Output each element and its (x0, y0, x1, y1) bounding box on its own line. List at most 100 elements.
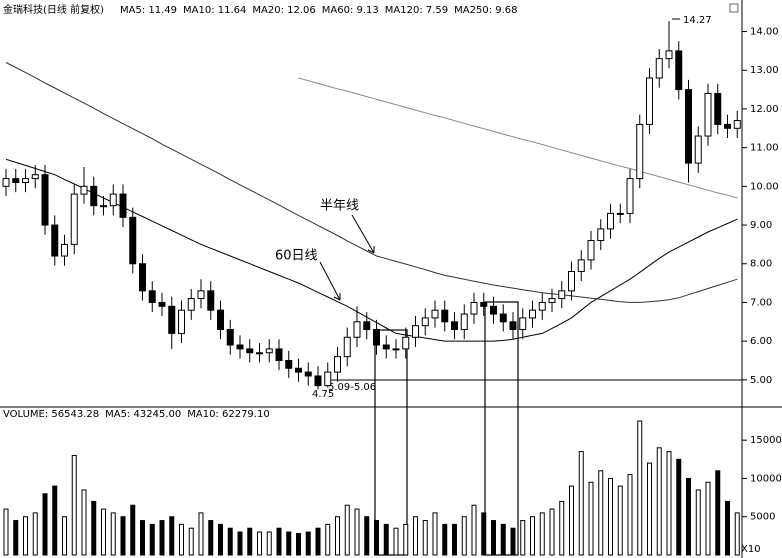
candle-body (626, 178, 634, 214)
volume-bar (335, 516, 340, 556)
candle-body (363, 321, 371, 331)
volume-bar (588, 481, 594, 556)
candle-body (480, 301, 488, 307)
candle-body (2, 178, 10, 187)
volume-bar (257, 531, 262, 556)
volume-bar (198, 512, 204, 556)
volume-bar (42, 493, 48, 556)
candle-body (509, 321, 517, 331)
candle-body (519, 317, 527, 331)
ma-line (298, 77, 738, 199)
y-tick-label: 8.00 (750, 259, 772, 270)
volume-bar (491, 520, 496, 556)
candle-body (139, 263, 146, 292)
volume-bar (130, 504, 136, 556)
volume-bar (461, 516, 467, 556)
y-tick-label: 5.00 (750, 375, 772, 386)
candle-body (80, 185, 88, 195)
arrowhead (333, 293, 341, 301)
volume-bar (344, 504, 350, 556)
candle-body (109, 193, 117, 207)
volume-bar (81, 489, 87, 556)
volume-bar (3, 508, 9, 556)
candle-body (529, 309, 536, 319)
volume-bar (432, 512, 438, 556)
candle-body (334, 356, 341, 373)
volume-bar (715, 470, 721, 556)
candle-body (22, 178, 29, 183)
volume-bar (364, 516, 370, 556)
candle-body (343, 336, 351, 358)
candle-body (646, 77, 653, 125)
volume-bar (656, 447, 662, 556)
indicator-label: MA10: 62279.10 (187, 409, 269, 420)
candle-body (285, 359, 293, 369)
y-tick-label: 6.00 (750, 336, 772, 347)
y-tick-label: 5000 (750, 512, 775, 523)
candle-body (568, 270, 575, 292)
window-icon (729, 3, 739, 13)
unit-label: X10 (741, 544, 761, 555)
volume-bar (52, 485, 58, 556)
volume-bar (510, 527, 516, 556)
candle-body (714, 92, 722, 125)
indicator-label: MA250: 9.68 (454, 5, 517, 16)
y-tick-label: 7.00 (750, 297, 772, 308)
candle-body (382, 344, 390, 350)
candle-body (460, 313, 468, 331)
indicator-label: MA20: 12.06 (252, 5, 315, 16)
volume-bar (140, 520, 145, 556)
candle-body (412, 325, 419, 338)
candle-body (236, 344, 244, 350)
annotation: 4.75 (312, 389, 334, 400)
candle-body (197, 290, 205, 300)
candle-body (295, 367, 302, 373)
volume-bar (383, 523, 389, 556)
ma-line (5, 158, 738, 342)
volume-bar (481, 512, 487, 556)
candle-body (70, 193, 78, 245)
volume-bar (13, 520, 19, 556)
candle-body (538, 301, 546, 311)
volume-bar (695, 489, 701, 556)
candle-body (587, 240, 595, 261)
volume-bar (569, 485, 574, 556)
volume-bar (374, 520, 379, 556)
volume-bar (169, 516, 175, 556)
indicator-label: MA10: 11.64 (183, 5, 246, 16)
candle-body (265, 348, 273, 354)
candle-body (607, 212, 614, 230)
volume-bar (666, 451, 672, 556)
y-tick-label: 9.00 (750, 220, 772, 231)
volume-bar (725, 500, 730, 556)
candle-body (685, 89, 692, 164)
candle-body (226, 329, 234, 346)
volume-bar (91, 500, 97, 556)
volume-bar (247, 527, 253, 556)
candle-body (704, 92, 712, 137)
ma-line (5, 62, 738, 303)
candle-body (558, 290, 566, 300)
volume-bar (413, 516, 418, 556)
volume-bar (208, 520, 214, 556)
candle-body (41, 174, 49, 226)
candle-body (314, 375, 322, 387)
candle-body (451, 321, 458, 331)
candle-body (119, 193, 127, 218)
volume-bar (315, 527, 321, 556)
volume-bar (32, 512, 38, 556)
volume-bar (500, 523, 506, 556)
volume-bar (549, 508, 555, 556)
candle-body (470, 301, 478, 315)
candle-body (724, 123, 731, 129)
volume-bar (237, 531, 243, 556)
candle-body (324, 371, 332, 387)
candle-body (51, 224, 59, 257)
arrow (351, 214, 375, 254)
volume-bar (227, 527, 233, 556)
volume-bar (608, 477, 613, 556)
volume-bar (734, 512, 740, 556)
volume-bar (686, 477, 691, 556)
candle-body (431, 309, 439, 319)
